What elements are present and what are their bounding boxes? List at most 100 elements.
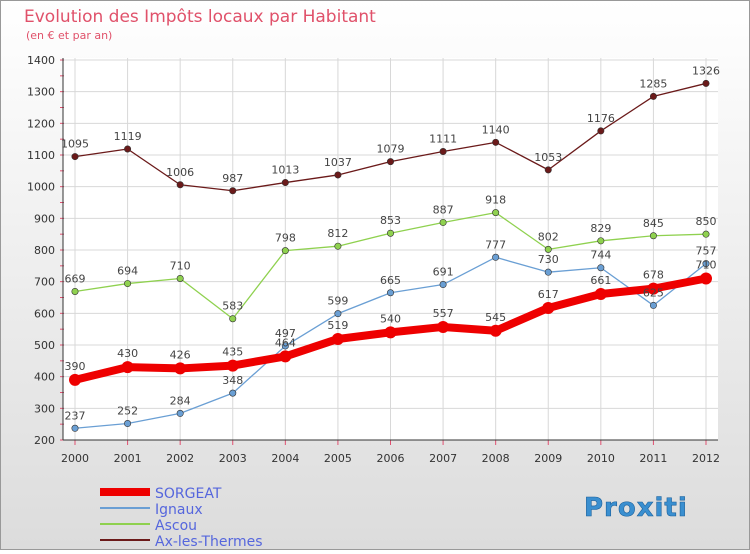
data-point [544, 166, 552, 174]
x-tick-label: 2005 [324, 452, 352, 465]
data-label: 710 [696, 259, 717, 272]
series [69, 79, 712, 432]
data-point [124, 420, 132, 428]
data-point [594, 288, 607, 301]
data-point [334, 171, 342, 179]
data-point [279, 350, 292, 363]
data-label: 744 [590, 249, 611, 262]
y-tick-label: 1000 [27, 181, 55, 194]
data-point [176, 409, 184, 417]
x-tick-label: 2012 [692, 452, 720, 465]
data-label: 691 [433, 266, 454, 279]
data-label: 798 [275, 232, 296, 245]
data-label: 390 [65, 360, 86, 373]
data-label: 918 [485, 194, 506, 207]
data-label: 802 [538, 230, 559, 243]
data-point [384, 326, 397, 339]
data-label: 617 [538, 288, 559, 301]
data-label: 1285 [639, 77, 667, 90]
data-label: 829 [590, 222, 611, 235]
data-label: 625 [643, 286, 664, 299]
data-label: 1095 [61, 138, 89, 151]
data-label: 284 [170, 394, 191, 407]
data-point [334, 310, 342, 318]
data-label: 1053 [534, 151, 562, 164]
data-point [597, 237, 605, 245]
data-label: 853 [380, 214, 401, 227]
data-point [439, 148, 447, 156]
data-label: 812 [327, 227, 348, 240]
data-point [649, 301, 657, 309]
data-label: 1006 [166, 166, 194, 179]
data-label: 661 [590, 274, 611, 287]
data-label: 435 [222, 346, 243, 359]
y-tick-label: 900 [34, 212, 55, 225]
y-tick-label: 1100 [27, 149, 55, 162]
proxiti-logo: Proxiti [584, 493, 688, 524]
data-point [492, 253, 500, 261]
x-tick-label: 2000 [61, 452, 89, 465]
x-tick-label: 2008 [482, 452, 510, 465]
y-tick-label: 1300 [27, 86, 55, 99]
data-point [71, 287, 79, 295]
data-label: 1176 [587, 112, 615, 125]
data-point [226, 359, 239, 372]
data-point [702, 230, 710, 238]
y-tick-label: 1400 [27, 54, 55, 67]
data-point [124, 145, 132, 153]
x-tick-label: 2004 [271, 452, 299, 465]
data-label: 730 [538, 253, 559, 266]
data-label: 519 [327, 319, 348, 332]
x-tick-label: 2010 [587, 452, 615, 465]
data-point [71, 153, 79, 161]
data-label: 1111 [429, 133, 457, 146]
data-point [439, 281, 447, 289]
data-label: 583 [222, 300, 243, 313]
legend-label: Ignaux [155, 502, 203, 518]
data-label: 887 [433, 203, 454, 216]
y-tick-label: 300 [34, 402, 55, 415]
data-point [229, 389, 237, 397]
data-label: 678 [643, 269, 664, 282]
data-label: 1079 [377, 143, 405, 156]
data-point [647, 282, 660, 295]
data-label: 1140 [482, 123, 510, 136]
axes: 200 300 400 500 600 700 800 900 1000 1100 1200 1300… [27, 54, 720, 465]
logo-text: Proxiti [584, 493, 688, 523]
data-point [331, 332, 344, 345]
data-point [597, 264, 605, 272]
data-point [281, 247, 289, 255]
data-point [702, 260, 710, 268]
data-label: 669 [65, 272, 86, 285]
data-label: 540 [380, 312, 401, 325]
data-label: 348 [222, 374, 243, 387]
x-tick-label: 2011 [639, 452, 667, 465]
data-point [69, 373, 81, 386]
data-point [176, 181, 184, 189]
data-point [439, 218, 447, 226]
data-label: 1037 [324, 156, 352, 169]
data-point [334, 242, 342, 250]
chart-title: Evolution des Impôts locaux par Habitant [24, 7, 376, 27]
grid [63, 58, 718, 441]
data-point [700, 272, 712, 285]
data-label: 237 [65, 409, 86, 422]
data-point [281, 179, 289, 187]
data-point [174, 362, 187, 375]
data-label: 845 [643, 217, 664, 230]
x-tick-label: 2006 [377, 452, 405, 465]
data-point [544, 245, 552, 253]
x-tick-label: 2001 [114, 452, 142, 465]
data-label: 1119 [114, 130, 142, 143]
data-point [492, 138, 500, 146]
data-labels: 1095 1119 1006 987 1013 1037 1079 1111 1140 1053 1… [61, 64, 720, 422]
data-label: 987 [222, 172, 243, 185]
data-label: 1013 [271, 164, 299, 177]
data-point [281, 342, 289, 350]
data-label: 1326 [692, 64, 720, 77]
y-tick-label: 600 [34, 307, 55, 320]
data-point [649, 232, 657, 240]
x-tick-label: 2009 [534, 452, 562, 465]
data-point [176, 274, 184, 282]
